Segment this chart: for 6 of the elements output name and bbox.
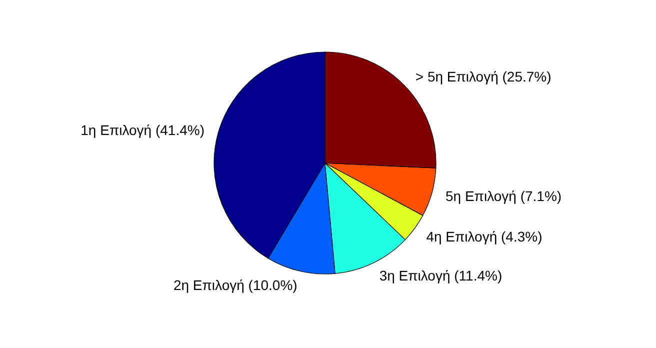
slice-label: 3η Επιλογή (11.4%) bbox=[379, 268, 502, 284]
slice-label: 2η Επιλογή (10.0%) bbox=[173, 276, 298, 293]
slice-label: 1η Επιλογή (41.4%) bbox=[80, 122, 204, 138]
slice-label: > 5η Επιλογή (25.7%) bbox=[415, 68, 552, 85]
slice-label: 4η Επιλογή (4.3%) bbox=[426, 228, 542, 244]
slice-label: 5η Επιλογή (7.1%) bbox=[446, 188, 562, 204]
